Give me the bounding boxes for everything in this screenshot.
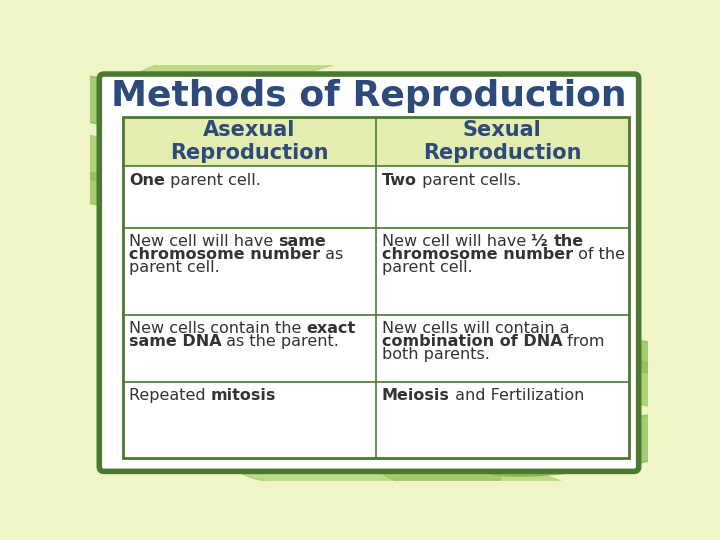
Text: Two: Two bbox=[382, 173, 417, 187]
Text: parent cells.: parent cells. bbox=[417, 173, 521, 187]
Ellipse shape bbox=[6, 167, 174, 209]
Text: as: as bbox=[320, 247, 343, 262]
Text: both parents.: both parents. bbox=[382, 347, 490, 362]
Text: Asexual
Reproduction: Asexual Reproduction bbox=[170, 120, 328, 164]
Ellipse shape bbox=[480, 408, 720, 476]
Text: of the: of the bbox=[573, 247, 625, 262]
Text: New cells will contain a: New cells will contain a bbox=[382, 321, 570, 336]
Text: chromosome number: chromosome number bbox=[129, 247, 320, 262]
Ellipse shape bbox=[238, 453, 500, 492]
Text: One: One bbox=[129, 173, 165, 187]
Text: Sexual
Reproduction: Sexual Reproduction bbox=[423, 120, 581, 164]
Text: exact: exact bbox=[306, 321, 356, 336]
Text: and Fertilization: and Fertilization bbox=[450, 388, 584, 403]
Bar bbox=[122, 117, 629, 457]
Text: New cells contain the: New cells contain the bbox=[129, 321, 306, 336]
Text: mitosis: mitosis bbox=[210, 388, 276, 403]
Text: the: the bbox=[553, 234, 583, 249]
Ellipse shape bbox=[0, 68, 266, 138]
Text: Repeated: Repeated bbox=[129, 388, 210, 403]
FancyBboxPatch shape bbox=[122, 117, 629, 166]
Text: New cell will have: New cell will have bbox=[129, 234, 278, 249]
Text: combination of DNA: combination of DNA bbox=[382, 334, 562, 349]
Ellipse shape bbox=[535, 348, 720, 414]
FancyBboxPatch shape bbox=[99, 74, 639, 471]
Text: Methods of Reproduction: Methods of Reproduction bbox=[111, 79, 627, 113]
Text: parent cell.: parent cell. bbox=[129, 260, 220, 275]
Ellipse shape bbox=[378, 457, 577, 504]
Text: chromosome number: chromosome number bbox=[382, 247, 573, 262]
Text: same: same bbox=[278, 234, 326, 249]
Text: New cell will have: New cell will have bbox=[382, 234, 531, 249]
Text: from: from bbox=[562, 334, 605, 349]
Ellipse shape bbox=[123, 35, 367, 94]
Text: ½: ½ bbox=[531, 234, 553, 249]
Ellipse shape bbox=[564, 336, 720, 379]
Text: Meiosis: Meiosis bbox=[382, 388, 450, 403]
Text: as the parent.: as the parent. bbox=[221, 334, 339, 349]
Ellipse shape bbox=[0, 124, 187, 190]
Text: parent cell.: parent cell. bbox=[382, 260, 472, 275]
Text: parent cell.: parent cell. bbox=[165, 173, 261, 187]
Text: same DNA: same DNA bbox=[129, 334, 221, 349]
